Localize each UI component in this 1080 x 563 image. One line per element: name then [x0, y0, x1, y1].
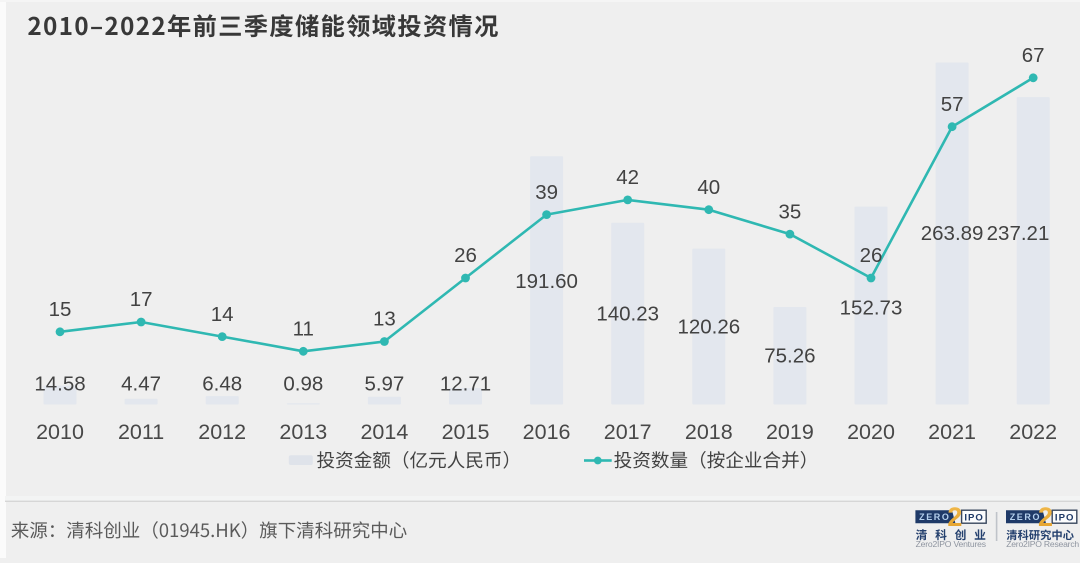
svg-text:140.23: 140.23: [596, 303, 659, 326]
svg-text:15: 15: [49, 298, 72, 321]
svg-text:2016: 2016: [523, 420, 571, 444]
svg-text:Zero2IPO Research: Zero2IPO Research: [1006, 539, 1079, 549]
svg-text:2018: 2018: [685, 420, 733, 444]
svg-text:2015: 2015: [442, 420, 490, 444]
svg-text:263.89: 263.89: [921, 222, 984, 245]
svg-text:26: 26: [454, 244, 477, 267]
svg-text:4.47: 4.47: [121, 373, 161, 396]
svg-text:2022: 2022: [1009, 420, 1057, 444]
svg-text:12.71: 12.71: [440, 373, 491, 396]
svg-text:35: 35: [778, 200, 801, 223]
svg-text:ZERO: ZERO: [919, 512, 950, 522]
svg-text:2011: 2011: [118, 420, 164, 444]
svg-text:2014: 2014: [360, 420, 408, 444]
svg-text:39: 39: [535, 181, 558, 204]
svg-text:Zero2IPO Ventures: Zero2IPO Ventures: [916, 539, 986, 549]
svg-text:6.48: 6.48: [202, 373, 242, 396]
svg-text:2012: 2012: [198, 420, 246, 444]
svg-text:57: 57: [941, 93, 964, 116]
svg-text:0.98: 0.98: [283, 373, 323, 396]
svg-text:40: 40: [697, 176, 720, 199]
svg-text:2017: 2017: [604, 420, 652, 444]
svg-text:26: 26: [860, 244, 883, 267]
svg-text:67: 67: [1022, 44, 1045, 67]
svg-text:17: 17: [130, 288, 153, 311]
svg-text:2021: 2021: [928, 420, 976, 444]
svg-text:2020: 2020: [847, 420, 895, 444]
svg-text:2: 2: [1038, 502, 1053, 532]
svg-text:2013: 2013: [279, 420, 327, 444]
svg-text:2: 2: [947, 502, 962, 532]
svg-text:IPO: IPO: [964, 512, 984, 523]
svg-text:ZERO: ZERO: [1010, 512, 1041, 522]
svg-text:IPO: IPO: [1055, 512, 1075, 523]
svg-text:152.73: 152.73: [840, 297, 903, 320]
svg-text:14.58: 14.58: [34, 373, 85, 396]
svg-text:42: 42: [616, 166, 639, 189]
svg-text:11: 11: [293, 318, 314, 341]
svg-text:75.26: 75.26: [764, 345, 815, 368]
svg-text:120.26: 120.26: [677, 316, 740, 339]
svg-text:2019: 2019: [766, 420, 814, 444]
svg-text:13: 13: [373, 308, 396, 331]
svg-text:5.97: 5.97: [364, 373, 404, 396]
svg-text:2010: 2010: [36, 420, 84, 444]
svg-text:14: 14: [211, 303, 234, 326]
svg-text:191.60: 191.60: [515, 270, 578, 293]
svg-text:237.21: 237.21: [987, 222, 1050, 245]
